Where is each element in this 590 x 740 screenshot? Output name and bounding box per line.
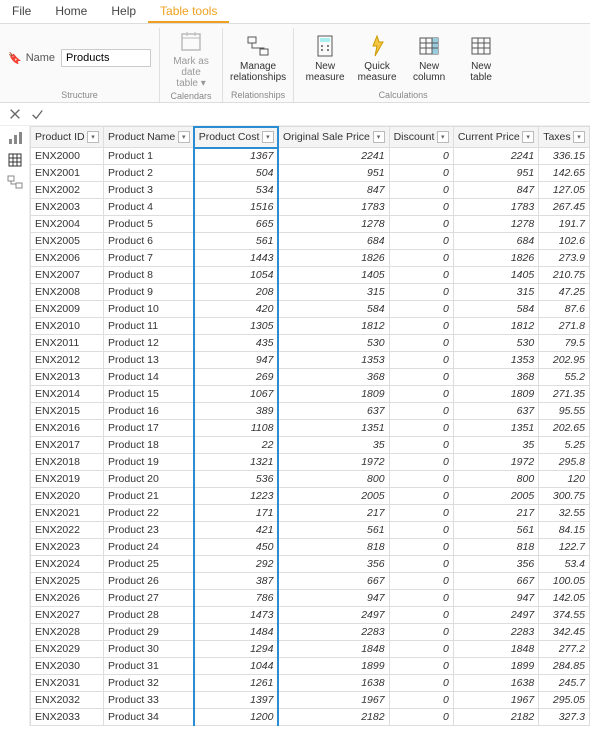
new-measure-button[interactable]: Newmeasure [302,33,348,83]
filter-button[interactable]: ▾ [522,131,534,143]
table-row[interactable]: ENX2000Product 11367224102241336.15 [31,148,590,165]
tag-icon: 🔖 [8,52,22,65]
data-table: Product ID▾Product Name▾Product Cost▾Ori… [30,126,590,726]
column-header-product-cost[interactable]: Product Cost▾ [194,127,278,148]
table-row[interactable]: ENX2003Product 41516178301783267.45 [31,199,590,216]
group-label-calculations: Calculations [379,88,428,100]
report-view-icon[interactable] [7,130,23,146]
quick-measure-button[interactable]: Quickmeasure [354,33,400,83]
model-view-icon[interactable] [7,174,23,190]
table-row[interactable]: ENX2011Product 12435530053079.5 [31,335,590,352]
filter-button[interactable]: ▾ [437,131,449,143]
calculator-icon [312,33,338,59]
table-row[interactable]: ENX2021Product 22171217021732.55 [31,505,590,522]
tab-table-tools[interactable]: Table tools [148,0,229,23]
table-row[interactable]: ENX2013Product 14269368036855.2 [31,369,590,386]
menu-bar: File Home Help Table tools [0,0,590,24]
table-row[interactable]: ENX2015Product 16389637063795.55 [31,403,590,420]
name-label: 🔖 Name [8,52,55,65]
table-row[interactable]: ENX2007Product 81054140501405210.75 [31,267,590,284]
ribbon: 🔖 Name Structure Mark as date table ▾ Ca… [0,24,590,103]
table-row[interactable]: ENX2002Product 35348470847127.05 [31,182,590,199]
group-calculations: Newmeasure Quickmeasure Newcolumn Newtab… [294,28,512,102]
new-table-button[interactable]: Newtable [458,33,504,83]
name-input[interactable] [61,49,151,67]
table-row[interactable]: ENX2001Product 25049510951142.65 [31,165,590,182]
table-row[interactable]: ENX2018Product 191321197201972295.8 [31,454,590,471]
column-header-taxes[interactable]: Taxes▾ [539,127,590,148]
quick-icon [364,33,390,59]
tab-file[interactable]: File [0,0,43,23]
table-row[interactable]: ENX2008Product 9208315031547.25 [31,284,590,301]
filter-button[interactable]: ▾ [262,131,274,143]
filter-button[interactable]: ▾ [373,131,385,143]
table-row[interactable]: ENX2022Product 23421561056184.15 [31,522,590,539]
workspace: Product ID▾Product Name▾Product Cost▾Ori… [0,126,590,726]
tab-help[interactable]: Help [99,0,148,23]
table-row[interactable]: ENX2032Product 331397196701967295.05 [31,692,590,709]
filter-button[interactable]: ▾ [87,131,99,143]
table-icon [468,33,494,59]
table-row[interactable]: ENX2027Product 281473249702497374.55 [31,607,590,624]
column-header-original-sale-price[interactable]: Original Sale Price▾ [278,127,389,148]
relationships-icon [245,33,271,59]
table-row[interactable]: ENX2033Product 341200218202182327.3 [31,709,590,726]
group-structure: 🔖 Name Structure [0,28,160,102]
group-label-relationships: Relationships [231,88,285,100]
group-calendars: Mark as date table ▾ Calendars [160,28,223,102]
table-row[interactable]: ENX2004Product 5665127801278191.7 [31,216,590,233]
table-row[interactable]: ENX2005Product 65616840684102.6 [31,233,590,250]
tab-home[interactable]: Home [43,0,99,23]
column-header-discount[interactable]: Discount▾ [389,127,453,148]
table-row[interactable]: ENX2026Product 277869470947142.05 [31,590,590,607]
table-row[interactable]: ENX2025Product 263876670667100.05 [31,573,590,590]
table-row[interactable]: ENX2029Product 301294184801848277.2 [31,641,590,658]
table-row[interactable]: ENX2016Product 171108135101351202.65 [31,420,590,437]
filter-button[interactable]: ▾ [178,131,190,143]
table-row[interactable]: ENX2006Product 71443182601826273.9 [31,250,590,267]
table-row[interactable]: ENX2010Product 111305181201812271.8 [31,318,590,335]
cancel-icon[interactable] [8,107,22,121]
table-column-icon [416,33,442,59]
group-relationships: Manage relationships Relationships [223,28,294,102]
data-table-wrap: Product ID▾Product Name▾Product Cost▾Ori… [30,126,590,726]
table-row[interactable]: ENX2014Product 151067180901809271.35 [31,386,590,403]
column-header-current-price[interactable]: Current Price▾ [453,127,538,148]
group-label-calendars: Calendars [171,89,212,101]
table-row[interactable]: ENX2009Product 10420584058487.6 [31,301,590,318]
confirm-icon[interactable] [30,107,44,121]
table-row[interactable]: ENX2030Product 311044189901899284.85 [31,658,590,675]
view-rail [0,126,30,726]
table-row[interactable]: ENX2024Product 25292356035653.4 [31,556,590,573]
filter-button[interactable]: ▾ [573,131,585,143]
column-header-product-id[interactable]: Product ID▾ [31,127,104,148]
group-label-structure: Structure [61,88,98,100]
new-column-button[interactable]: Newcolumn [406,33,452,83]
column-header-product-name[interactable]: Product Name▾ [104,127,195,148]
formula-bar [0,103,590,126]
table-row[interactable]: ENX2012Product 13947135301353202.95 [31,352,590,369]
table-row[interactable]: ENX2019Product 205368000800120 [31,471,590,488]
table-row[interactable]: ENX2023Product 244508180818122.7 [31,539,590,556]
data-view-icon[interactable] [7,152,23,168]
table-row[interactable]: ENX2017Product 1822350355.25 [31,437,590,454]
table-row[interactable]: ENX2028Product 291484228302283342.45 [31,624,590,641]
calendar-icon [178,28,204,54]
mark-as-date-button: Mark as date table ▾ [168,28,214,89]
table-row[interactable]: ENX2031Product 321261163801638245.7 [31,675,590,692]
table-row[interactable]: ENX2020Product 211223200502005300.75 [31,488,590,505]
manage-relationships-button[interactable]: Manage relationships [235,33,281,83]
